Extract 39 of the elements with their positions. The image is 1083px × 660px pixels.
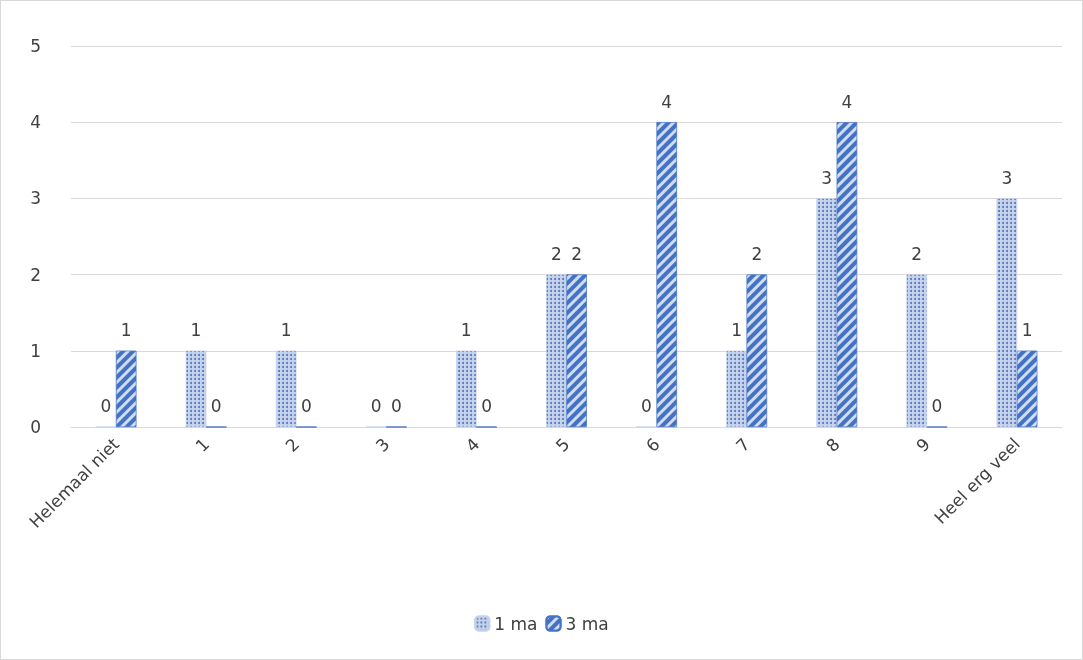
data-label: 2 xyxy=(571,244,583,265)
x-tick-label: 6 xyxy=(641,433,664,456)
data-label: 1 xyxy=(1021,320,1033,341)
data-label: 0 xyxy=(931,396,943,417)
data-label: 0 xyxy=(370,396,382,417)
y-tick-label: 1 xyxy=(30,340,41,361)
x-tick-label: 5 xyxy=(551,433,574,456)
x-tick-label: 7 xyxy=(731,433,754,456)
data-label: 3 xyxy=(821,167,833,188)
data-label: 1 xyxy=(190,320,202,341)
data-label: 1 xyxy=(280,320,292,341)
x-tick-label: 4 xyxy=(461,433,484,456)
data-label: 0 xyxy=(210,396,222,417)
data-label: 1 xyxy=(120,320,132,341)
y-tick-label: 4 xyxy=(30,112,41,133)
data-label: 0 xyxy=(100,396,112,417)
x-tick-label: 2 xyxy=(281,433,304,456)
legend-label: 3 ma xyxy=(565,613,609,634)
x-tick-label: 8 xyxy=(822,433,844,456)
y-tick-label: 5 xyxy=(30,36,41,56)
x-tick-label: 9 xyxy=(912,433,934,456)
legend-label: 1 ma xyxy=(494,613,538,634)
data-label: 0 xyxy=(481,396,492,417)
y-tick-label: 3 xyxy=(30,188,41,209)
data-label: 2 xyxy=(911,244,923,265)
data-label: 0 xyxy=(641,396,652,417)
x-tick-label: 1 xyxy=(191,433,214,456)
data-label: 0 xyxy=(391,396,402,417)
data-label: 2 xyxy=(550,244,562,265)
x-tick-label: 3 xyxy=(371,433,394,456)
data-label: 1 xyxy=(731,320,742,341)
data-label: 2 xyxy=(751,244,763,265)
data-label: 0 xyxy=(300,396,312,417)
y-tick-label: 2 xyxy=(30,264,41,285)
data-label: 1 xyxy=(460,320,472,341)
y-tick-label: 0 xyxy=(30,417,41,437)
data-label: 3 xyxy=(1001,167,1013,188)
data-label: 4 xyxy=(841,91,853,112)
data-label: 4 xyxy=(661,91,673,112)
